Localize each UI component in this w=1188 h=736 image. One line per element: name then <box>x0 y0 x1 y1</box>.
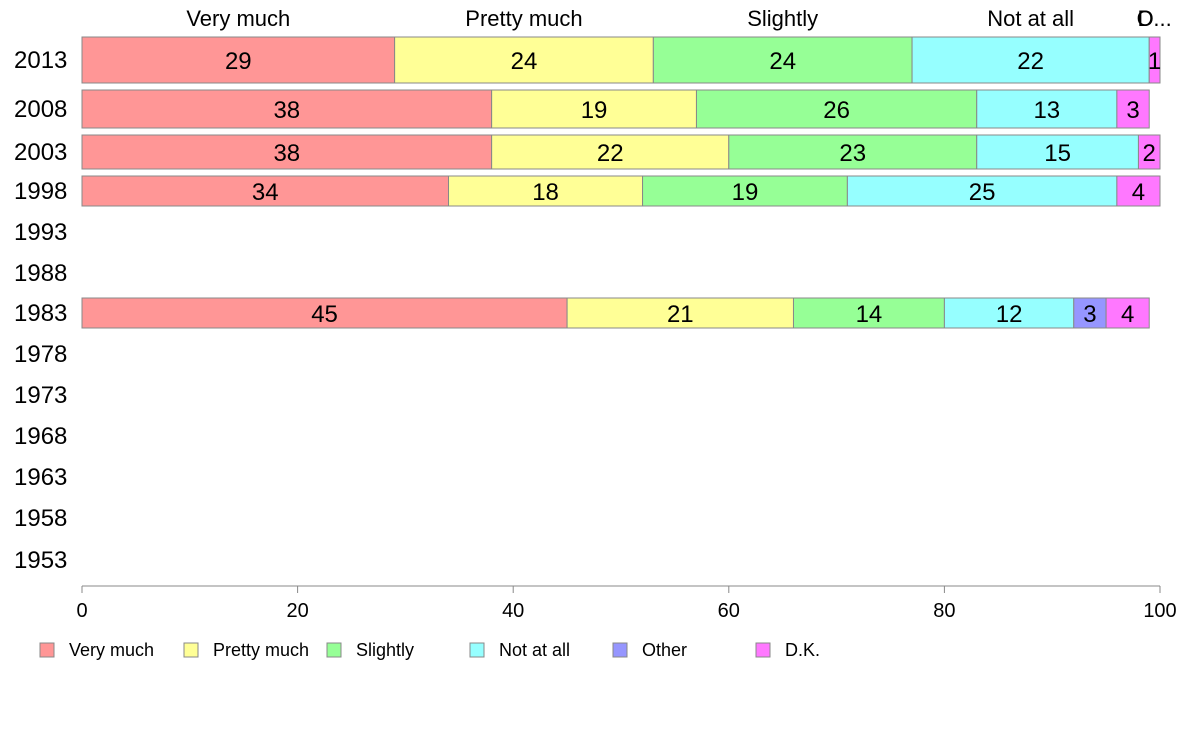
top-label: Pretty much <box>465 6 582 31</box>
top-category-labels: Very much Pretty much Slightly Not at all OD… <box>186 6 1171 31</box>
year-label: 2003 <box>14 139 67 166</box>
data-label: 18 <box>532 179 559 206</box>
bar-segment <box>566 297 794 329</box>
bar-segment <box>728 134 978 170</box>
bar-segment <box>642 175 848 207</box>
legend-label: Other <box>642 640 687 660</box>
bar-segment <box>792 297 945 329</box>
legend-label: Pretty much <box>213 640 309 660</box>
legend-label: Very much <box>69 640 154 660</box>
legend-swatch <box>183 642 199 658</box>
data-label: 15 <box>1044 140 1071 167</box>
bar-segment <box>491 89 697 129</box>
data-label: 14 <box>856 301 883 328</box>
bar-segment <box>943 297 1075 329</box>
data-label: 4 <box>1132 179 1145 206</box>
bar-segment <box>1137 134 1161 170</box>
data-label: 45 <box>311 301 338 328</box>
x-tick-label: 0 <box>76 600 87 622</box>
bar-segment <box>448 175 644 207</box>
bar-segment <box>976 89 1118 129</box>
data-label: 22 <box>1017 48 1044 75</box>
data-label: 13 <box>1033 97 1060 124</box>
data-label: 34 <box>252 179 279 206</box>
bar-segment <box>846 175 1118 207</box>
data-label: 23 <box>839 140 866 167</box>
data-label: 19 <box>732 179 759 206</box>
legend-label: Not at all <box>499 640 570 660</box>
data-label: 22 <box>597 140 624 167</box>
data-label: 4 <box>1121 301 1134 328</box>
data-label: 19 <box>581 97 608 124</box>
top-label: Not at all <box>987 6 1074 31</box>
bar-segment <box>491 134 730 170</box>
top-label: Slightly <box>747 6 818 31</box>
bar-segment <box>1105 297 1150 329</box>
year-label: 2008 <box>14 96 67 123</box>
year-labels: 2013 2008 2003 1998 1993 1988 1983 1978 1973 1968… <box>14 47 67 574</box>
data-label: 12 <box>996 301 1023 328</box>
bar-segment <box>1116 175 1161 207</box>
top-label: O <box>1137 6 1154 31</box>
year-label: 1993 <box>14 219 67 246</box>
bars: 29 24 24 22 138 19 26 13 338 22 23 15 234 18 19 25 445 21… <box>81 36 1161 329</box>
bar-segment <box>81 89 493 129</box>
year-label: 1983 <box>14 300 67 327</box>
bar-segment <box>81 175 450 207</box>
data-label: 24 <box>769 48 796 75</box>
data-label: 1 <box>1148 48 1161 75</box>
legend-label: Slightly <box>356 640 414 660</box>
legend-swatch <box>755 642 771 658</box>
legend-swatch <box>39 642 55 658</box>
legend-swatch <box>326 642 342 658</box>
year-label: 1953 <box>14 547 67 574</box>
year-label: 1988 <box>14 260 67 287</box>
data-label: 21 <box>667 301 694 328</box>
data-label: 29 <box>225 48 252 75</box>
legend-swatch <box>612 642 628 658</box>
year-label: 1968 <box>14 423 67 450</box>
year-label: 1978 <box>14 341 67 368</box>
x-tick-label: 100 <box>1143 600 1176 622</box>
top-label: D... <box>1137 6 1171 31</box>
x-tick-label: 20 <box>286 600 308 622</box>
legend-swatch <box>469 642 485 658</box>
year-label: 1998 <box>14 178 67 205</box>
data-label: 24 <box>511 48 538 75</box>
x-axis: 0 20 40 60 80 100 <box>76 585 1177 622</box>
bar-segment <box>394 36 654 84</box>
year-label: 1958 <box>14 505 67 532</box>
year-label: 1963 <box>14 464 67 491</box>
bar-segment <box>81 297 568 329</box>
x-tick-label: 40 <box>502 600 524 622</box>
data-label: 38 <box>273 140 300 167</box>
x-tick-label: 80 <box>933 600 955 622</box>
data-label: 25 <box>969 179 996 206</box>
data-label: 3 <box>1083 301 1096 328</box>
legend-label: D.K. <box>785 640 820 660</box>
year-label: 2013 <box>14 47 67 74</box>
legend: Very much Pretty much Slightly Not at all Ot… <box>39 640 820 660</box>
year-label: 1973 <box>14 382 67 409</box>
bar-segment <box>1148 36 1161 84</box>
bar-segment <box>1116 89 1150 129</box>
top-label: Very much <box>186 6 290 31</box>
data-label: 3 <box>1126 97 1139 124</box>
bar-segment <box>695 89 978 129</box>
x-tick-label: 60 <box>718 600 740 622</box>
data-label: 26 <box>823 97 850 124</box>
data-label: 38 <box>273 97 300 124</box>
data-label: 2 <box>1143 140 1156 167</box>
bar-segment <box>976 134 1139 170</box>
bar-segment <box>1073 297 1107 329</box>
